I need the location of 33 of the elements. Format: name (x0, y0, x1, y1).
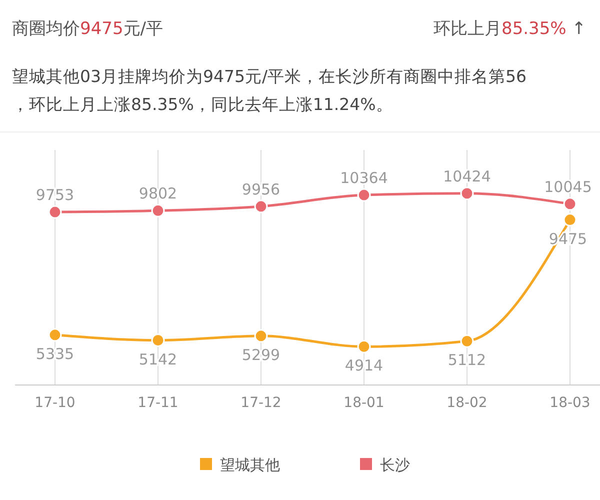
point (357, 340, 371, 354)
chart-title: 商圈均价9475元/平 (12, 19, 163, 39)
data-label: 4914 (344, 356, 384, 375)
point (357, 188, 371, 202)
legend-label: 长沙 (380, 456, 410, 474)
point (48, 328, 62, 342)
x-tick-label: 18-01 (344, 395, 384, 411)
data-label: 9956 (242, 180, 280, 198)
point (48, 205, 62, 219)
point (563, 213, 577, 227)
data-label: 5142 (138, 350, 178, 368)
data-label: 10364 (340, 169, 388, 188)
point (563, 197, 577, 211)
point (460, 186, 474, 200)
x-tick-label: 17-11 (138, 395, 178, 411)
legend-label: 望城其他 (220, 456, 280, 474)
point (254, 329, 268, 343)
x-tick-label: 18-03 (550, 395, 590, 411)
point (254, 200, 268, 214)
x-tick-label: 18-02 (446, 395, 488, 411)
data-label: 10424 (443, 167, 491, 186)
data-label: 5112 (448, 351, 486, 370)
point (460, 334, 474, 348)
data-label: 5335 (36, 344, 74, 363)
data-label: 5299 (242, 346, 280, 364)
data-label: 9753 (36, 186, 74, 204)
point (151, 204, 165, 218)
text: 望城其他03月挂牌均价为9475元/平米，在长沙所有商圈中排名第56，环比上月上涨85.35%，同比去年上涨11.24%。 (12, 67, 527, 114)
x-tick-label: 17-12 (240, 395, 282, 411)
data-label: 10045 (544, 178, 592, 196)
x-tick-label: 17-10 (34, 395, 76, 411)
data-label: 9802 (138, 184, 178, 203)
point (151, 334, 165, 348)
